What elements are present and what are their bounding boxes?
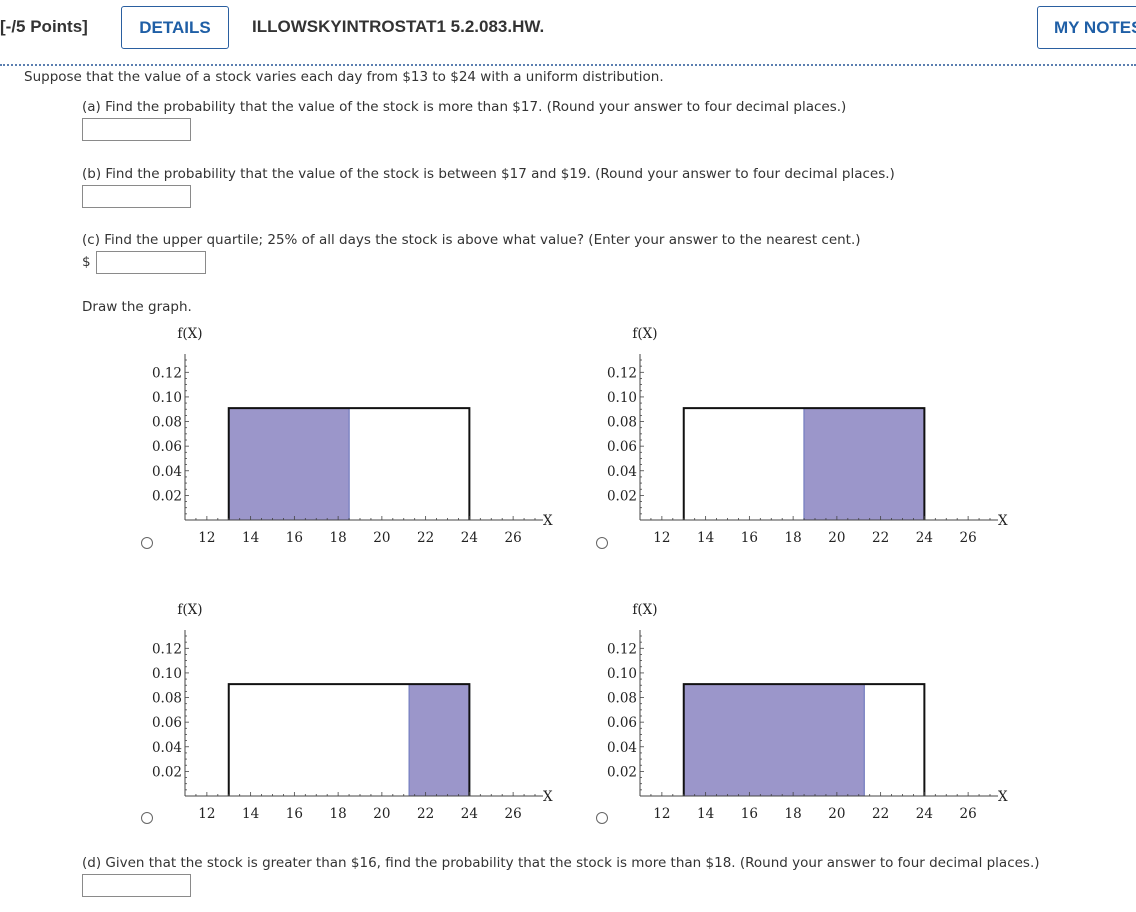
part-c-prompt: (c) Find the upper quartile; 25% of all … [82,232,861,248]
y-tick-label: 0.06 [152,439,182,455]
x-tick-label: 26 [505,806,522,822]
graph-option-1: 12 14 16 18 20 22 24 26 0.02 0.04 0.06 0.08 0.10 0.12… [152,326,553,546]
x-tick-label: 14 [242,530,259,546]
y-tick-label: 0.04 [152,740,182,756]
graph-option-radio-3[interactable] [141,812,153,824]
x-tick-label: 22 [872,530,889,546]
y-tick-label: 0.12 [152,641,182,657]
x-tick-label: 24 [461,806,478,822]
density-outline [227,683,471,796]
x-tick-label: 26 [960,530,977,546]
x-tick-label: 24 [916,530,933,546]
graph-option-3: 12 14 16 18 20 22 24 26 0.02 0.04 0.06 0.08 0.10 0.12… [152,602,553,822]
density-outline [682,683,926,796]
y-tick-label: 0.02 [607,488,637,504]
graph-option-radio-2[interactable] [596,537,608,549]
shaded-region [409,684,470,796]
x-tick-label: 18 [785,806,802,822]
x-tick-label: 18 [330,806,347,822]
y-tick-label: 0.10 [152,390,182,406]
y-axis-label: f(X) [632,602,657,618]
y-tick-label: 0.08 [152,691,182,707]
x-tick-label: 16 [741,806,758,822]
x-tick-label: 26 [505,530,522,546]
y-tick-label: 0.02 [607,764,637,780]
part-a-answer-input[interactable] [82,118,191,141]
y-tick-label: 0.12 [607,641,637,657]
x-tick-label: 22 [417,806,434,822]
x-axis-label: X [998,789,1008,805]
part-a-prompt: (a) Find the probability that the value … [82,99,847,115]
y-tick-label: 0.04 [607,740,637,756]
x-tick-label: 16 [286,806,303,822]
x-tick-label: 24 [916,806,933,822]
currency-symbol: $ [82,254,91,270]
y-axis-label: f(X) [632,326,657,342]
details-button[interactable]: DETAILS [121,6,229,49]
graph-option-2: 12 14 16 18 20 22 24 26 0.02 0.04 0.06 0.08 0.10 0.12… [607,326,1008,546]
graph-option-radio-1[interactable] [141,537,153,549]
graph-option-4: 12 14 16 18 20 22 24 26 0.02 0.04 0.06 0.08 0.10 0.12… [607,602,1008,822]
x-axis-label: X [998,513,1008,529]
y-tick-label: 0.06 [152,715,182,731]
part-b-answer-input[interactable] [82,185,191,208]
x-tick-label: 14 [242,806,259,822]
x-tick-label: 18 [330,530,347,546]
x-tick-label: 26 [960,806,977,822]
y-tick-label: 0.08 [607,691,637,707]
question-intro: Suppose that the value of a stock varies… [24,69,664,85]
part-d-answer-input[interactable] [82,874,191,897]
y-tick-label: 0.06 [607,715,637,731]
shaded-region [683,684,865,796]
draw-graph-label: Draw the graph. [82,299,192,315]
y-tick-label: 0.08 [607,415,637,431]
y-tick-label: 0.10 [607,666,637,682]
x-tick-label: 14 [697,530,714,546]
y-tick-label: 0.10 [607,390,637,406]
y-tick-label: 0.12 [152,365,182,381]
x-tick-label: 24 [461,530,478,546]
header-divider [0,64,1136,66]
y-tick-label: 0.10 [152,666,182,682]
density-outline [682,407,926,520]
x-axis-label: X [543,789,553,805]
x-tick-label: 22 [417,530,434,546]
x-tick-label: 12 [198,530,215,546]
y-tick-label: 0.06 [607,439,637,455]
x-tick-label: 16 [286,530,303,546]
y-tick-label: 0.12 [607,365,637,381]
x-tick-label: 20 [828,806,845,822]
x-tick-label: 20 [373,806,390,822]
x-tick-label: 12 [653,806,670,822]
x-tick-label: 12 [653,530,670,546]
graph-option-radio-4[interactable] [596,812,608,824]
shaded-region [804,408,925,520]
y-tick-label: 0.08 [152,415,182,431]
part-d-prompt: (d) Given that the stock is greater than… [82,855,1040,871]
y-tick-label: 0.02 [152,764,182,780]
part-c-answer-input[interactable] [96,251,206,274]
x-axis-label: X [543,513,553,529]
x-tick-label: 18 [785,530,802,546]
my-notes-button[interactable]: MY NOTES [1037,6,1136,49]
y-axis-label: f(X) [177,326,202,342]
shaded-region [228,408,350,520]
y-tick-label: 0.04 [607,464,637,480]
x-tick-label: 20 [373,530,390,546]
y-tick-label: 0.02 [152,488,182,504]
x-tick-label: 16 [741,530,758,546]
points-label: [-/5 Points] [0,17,88,36]
x-tick-label: 14 [697,806,714,822]
part-b-prompt: (b) Find the probability that the value … [82,166,895,182]
x-tick-label: 20 [828,530,845,546]
problem-id: ILLOWSKYINTROSTAT1 5.2.083.HW. [252,17,545,36]
y-axis-label: f(X) [177,602,202,618]
x-tick-label: 22 [872,806,889,822]
x-tick-label: 12 [198,806,215,822]
y-tick-label: 0.04 [152,464,182,480]
density-outline [227,407,471,520]
